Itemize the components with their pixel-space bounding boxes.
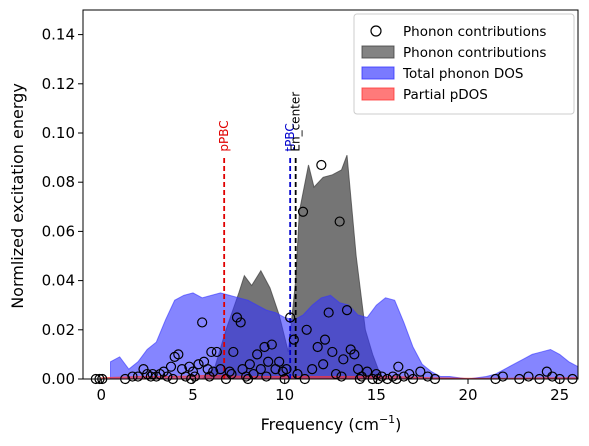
scatter-point [318,359,329,370]
legend-label-0: Phonon contributions [403,24,546,40]
scatter-point [187,366,199,377]
y-tick-label: 0.08 [42,173,75,191]
x-axis-label-main: Frequency (cm [261,415,379,434]
scatter-point [197,317,208,328]
vline-label-1: tPBC [283,123,297,151]
y-tick-label: 0.00 [42,370,75,388]
x-axis-label-superscript: −1 [379,413,395,426]
y-tick-label: 0.04 [42,272,75,290]
vline-label-2: En_center [289,92,303,152]
legend-entries: Phonon contributions Phonon contributions… [361,24,546,103]
scatter-point [307,364,318,375]
scatter-point [165,361,177,372]
scatter-point [228,346,239,358]
vline-label-0: pPBC [217,120,231,151]
scatter-point [497,371,508,382]
y-tick-label: 0.12 [42,75,75,93]
x-tick-label: 0 [97,386,107,404]
scatter-point [204,371,215,382]
scatter-point [252,349,263,360]
scatter-point [327,346,338,358]
axes-frame [82,9,579,380]
scatter-point [244,359,255,370]
scatter-point [235,317,246,328]
scatter-point [202,364,213,375]
x-tick-label: 20 [458,386,477,404]
scatter-point [255,364,266,375]
y-tick-label: 0.10 [42,124,75,142]
legend-swatch-1 [361,45,395,59]
y-tick-label: 0.02 [42,321,75,339]
scatter-point [288,334,299,345]
scatter-point [127,371,138,382]
scatter-point [173,349,184,360]
scatter-point [274,356,285,367]
scatter-point [259,341,270,353]
x-tick-label: 5 [188,386,198,404]
scatter-point [193,359,204,370]
scatter-point [323,307,334,318]
legend-label-1: Phonon contributions [403,45,546,61]
area-series-group [100,154,579,380]
scatter-point [266,339,277,350]
legend-swatch-2 [361,66,395,80]
legend-label-3: Partial pDOS [403,87,488,103]
legend: Phonon contributions Phonon contributions… [353,13,575,115]
scatter-point [393,361,404,372]
scatter-point [398,371,409,382]
scatter-point [211,346,222,358]
scatter-point [241,371,252,382]
legend-frame [353,13,575,115]
scatter-point [422,371,433,382]
scatter-point [362,366,373,377]
scatter-point [338,354,349,365]
x-axis-label-tail: ) [395,415,401,434]
scatter-point [316,159,327,171]
scatter-point [312,341,323,353]
y-tick-label: 0.14 [42,26,75,44]
scatter-point [415,366,426,377]
x-axis-label: Frequency (cm−1) [261,413,402,434]
scatter-point [261,371,272,382]
scatter-point [263,356,274,367]
y-axis-label: Normlized excitation energy [8,83,27,309]
scatter-point [319,334,331,345]
legend-swatch-3 [361,87,395,101]
scatter-point [281,364,292,375]
y-axis-ticks: 0.00 0.02 0.04 0.06 0.08 0.10 0.12 0.14 [42,26,83,388]
scatter-point [285,312,296,323]
scatter-point [215,364,226,375]
x-tick-label: 25 [550,386,569,404]
scatter-point [523,371,534,382]
scatter-point [341,305,353,316]
x-axis-ticks: 0 5 10 15 20 25 [97,379,569,404]
legend-label-2: Total phonon DOS [402,66,523,82]
scatter-point [336,371,347,382]
scatter-point [297,206,309,217]
scatter-point [547,371,558,382]
scatter-point [301,324,312,335]
scatter-point [334,216,345,227]
scatter-point [224,366,235,377]
scatter-point [145,371,156,382]
scatter-point [206,346,217,358]
y-tick-label: 0.06 [42,222,75,240]
x-tick-label: 15 [367,386,386,404]
x-tick-label: 10 [275,386,294,404]
scatter-point [349,349,360,360]
legend-marker-0 [370,25,382,37]
scatter-point [132,371,144,382]
scatter-point [162,371,173,382]
area-series-1 [110,292,579,380]
